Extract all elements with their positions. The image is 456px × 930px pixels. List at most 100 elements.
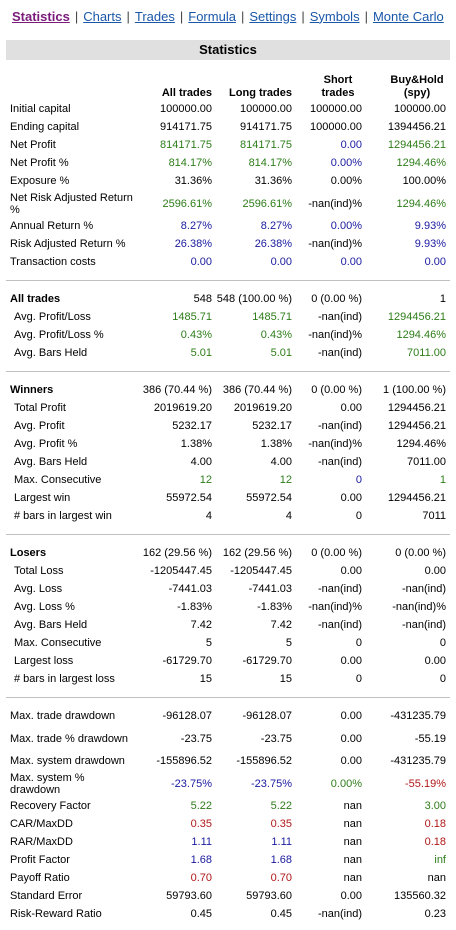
tab-formula[interactable]: Formula — [188, 8, 236, 24]
stat-value-short: -nan(ind)% — [308, 329, 362, 341]
stat-value-long: 2019619.20 — [233, 402, 292, 414]
stat-value-all: -155896.52 — [156, 755, 212, 767]
stat-value-long: 0.45 — [270, 908, 292, 920]
stat-value-buyhold: 100000.00 — [394, 103, 446, 115]
stat-value-all: 0.35 — [190, 818, 212, 830]
stat-value-long: 814171.75 — [240, 139, 292, 151]
stat-value-short: -nan(ind) — [317, 583, 362, 595]
stat-value-all: 0.43% — [180, 329, 212, 341]
stat-value-long: 1485.71 — [252, 311, 292, 323]
stat-value-long: 5.22 — [270, 800, 292, 812]
stat-row: Avg. Loss -7441.03 -7441.03 -nan(ind) -nan(i… — [6, 580, 450, 598]
stat-value-all: 914171.75 — [160, 121, 212, 133]
stat-value-buyhold: -55.19% — [405, 777, 446, 790]
stat-value-short: 0 (0.00 %) — [311, 384, 362, 396]
stat-value-buyhold: 3.00 — [424, 800, 446, 812]
stat-value-all: 0.45 — [190, 908, 212, 920]
stat-value-long: 0.35 — [270, 818, 292, 830]
stat-value-all: -1.83% — [177, 601, 212, 613]
stat-row: Annual Return % 8.27% 8.27% 0.00% 9.93% — [6, 217, 450, 235]
stat-value-long: 12 — [279, 474, 292, 486]
statistics-table: All trades Long trades Short trades Buy&… — [6, 60, 450, 923]
stat-value-short: 0.00 — [340, 655, 362, 667]
stat-value-long: 2596.61% — [242, 197, 292, 210]
stat-value-buyhold: 0.23 — [424, 908, 446, 920]
stat-value-buyhold: 1294.46% — [396, 329, 446, 341]
stat-value-buyhold: 0.00 — [424, 256, 446, 268]
stat-value-long: 0.00 — [270, 256, 292, 268]
header-long-trades: Long trades — [229, 87, 292, 99]
stat-row: Avg. Profit/Loss 1485.71 1485.71 -nan(ind) 1… — [6, 308, 450, 326]
stat-value-buyhold: 1 — [439, 474, 446, 486]
stat-value-long: 0.70 — [270, 872, 292, 884]
stat-value-buyhold: 9.93% — [414, 220, 446, 232]
tab-statistics[interactable]: Statistics — [12, 8, 70, 24]
stat-value-short: 0.00 — [340, 256, 362, 268]
stat-value-buyhold: -55.19 — [414, 732, 446, 745]
stat-label: Net Profit % — [10, 157, 69, 169]
tab-trades[interactable]: Trades — [134, 8, 175, 24]
stat-row: Max. Consecutive 12 12 0 1 — [6, 471, 450, 489]
stat-value-all: 12 — [199, 474, 212, 486]
stat-value-long: 386 (70.44 %) — [222, 384, 292, 396]
tab-settings[interactable]: Settings — [249, 8, 297, 24]
stat-row: Max. system % drawdown -23.75% -23.75% 0.00… — [6, 770, 450, 797]
stat-value-long: -23.75 — [260, 732, 292, 745]
stat-row: Avg. Profit/Loss % 0.43% 0.43% -nan(ind)% 12… — [6, 326, 450, 344]
stat-value-long: 5.01 — [270, 347, 292, 359]
stat-value-long: 8.27% — [260, 220, 292, 232]
stat-value-long: 100000.00 — [240, 103, 292, 115]
stat-value-all: 5 — [205, 637, 212, 649]
tab-separator: | — [301, 8, 305, 24]
stat-label: Avg. Bars Held — [14, 456, 88, 468]
stat-value-long: 162 (29.56 %) — [222, 547, 292, 559]
stat-value-buyhold: 1294456.21 — [387, 311, 446, 323]
section-gap — [6, 271, 450, 280]
section-gap — [6, 525, 450, 534]
tab-symbols[interactable]: Symbols — [309, 8, 360, 24]
stat-value-all: 7.42 — [190, 619, 212, 631]
header-label-empty — [6, 60, 134, 100]
stat-value-short: -nan(ind) — [317, 420, 362, 432]
stat-label: Max. system % drawdown — [10, 771, 85, 796]
stat-row: Avg. Bars Held 5.01 5.01 -nan(ind) 7011.00 — [6, 344, 450, 362]
stat-value-short: 0 — [355, 474, 362, 486]
tab-charts[interactable]: Charts — [83, 8, 122, 24]
stat-value-long: 548 (100.00 %) — [216, 293, 292, 305]
stat-value-short: 100000.00 — [310, 103, 362, 115]
section-divider — [6, 371, 450, 372]
section-divider — [6, 280, 450, 281]
tab-monte-carlo[interactable]: Monte Carlo — [372, 8, 444, 24]
stat-value-long: -61729.70 — [242, 655, 292, 667]
stat-value-short: 100000.00 — [310, 121, 362, 133]
stat-value-all: 386 (70.44 %) — [142, 384, 212, 396]
stat-value-all: 5.22 — [190, 800, 212, 812]
stat-value-short: 0 — [355, 673, 362, 685]
stat-row: Ending capital 914171.75 914171.75 100000.0… — [6, 118, 450, 136]
stat-label: Max. trade drawdown — [10, 710, 116, 722]
stat-value-buyhold: 7011 — [422, 510, 446, 522]
stat-label: Losers — [10, 547, 47, 559]
stat-value-all: -96128.07 — [162, 710, 212, 722]
section-gap — [6, 281, 450, 290]
stat-value-buyhold: 135560.32 — [394, 890, 446, 902]
stat-value-short: -nan(ind) — [317, 347, 362, 359]
stat-row: Largest loss -61729.70 -61729.70 0.00 0.00 — [6, 652, 450, 670]
stat-value-short: -nan(ind)% — [308, 238, 362, 250]
stat-value-short: -nan(ind)% — [308, 601, 362, 613]
stat-label: Payoff Ratio — [10, 872, 70, 884]
stat-row: Net Risk Adjusted Return % 2596.61% 2596.6… — [6, 190, 450, 217]
tab-separator: | — [240, 8, 245, 24]
stat-row: RAR/MaxDD 1.11 1.11 nan 0.18 — [6, 833, 450, 851]
stat-value-long: 1.38% — [260, 438, 292, 450]
stat-value-short: 0.00 — [340, 565, 362, 577]
stat-row: CAR/MaxDD 0.35 0.35 nan 0.18 — [6, 815, 450, 833]
stat-label: Annual Return % — [10, 220, 94, 232]
stat-label: Risk Adjusted Return % — [10, 238, 126, 250]
page-title: Statistics — [6, 40, 450, 60]
stat-label: Max. Consecutive — [14, 637, 102, 649]
stat-row: Profit Factor 1.68 1.68 nan inf — [6, 851, 450, 869]
stat-value-buyhold: 0.18 — [424, 818, 446, 830]
stat-row: Avg. Loss % -1.83% -1.83% -nan(ind)% -nan(in… — [6, 598, 450, 616]
stat-label: Avg. Profit/Loss — [14, 311, 91, 323]
